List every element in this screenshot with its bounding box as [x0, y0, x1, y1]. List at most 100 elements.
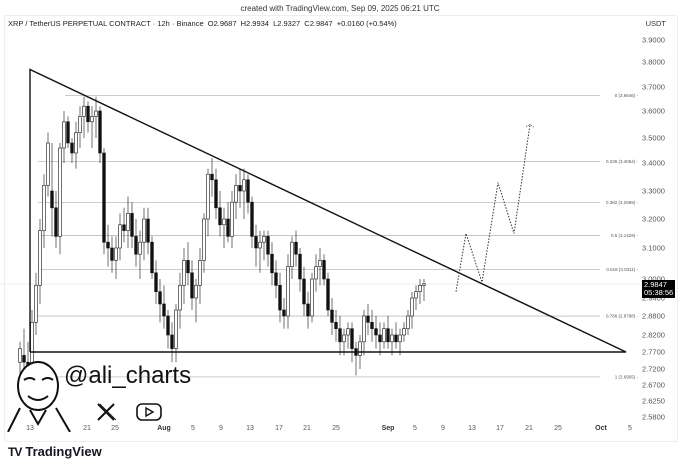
price-chart[interactable]: 0 (3.6646) - 0.236 (3.4064) - 0.382 (3.258… [0, 0, 640, 440]
bullish-candle [58, 147, 62, 237]
bullish-candle [42, 185, 46, 231]
price-tick: 3.6000 [642, 106, 665, 116]
bearish-candle [210, 173, 214, 181]
author-watermark: @ali_charts [64, 362, 191, 390]
price-tick: 2.7200 [642, 364, 665, 374]
bullish-candle [198, 260, 202, 286]
symbol-title[interactable]: XRP / TetherUS PERPETUAL CONTRACT · 12h … [8, 19, 204, 28]
time-tick: 13 [26, 425, 34, 432]
bearish-candle [374, 328, 378, 336]
bearish-candle [170, 334, 174, 349]
bullish-candle [126, 213, 130, 231]
time-tick: 21 [83, 425, 91, 432]
time-tick: 21 [525, 425, 533, 432]
last-price: 2.9847 [644, 280, 667, 289]
fib-level-label: 0.786 (2.8798) - [606, 314, 639, 319]
bullish-candle [234, 185, 238, 203]
time-tick: 25 [554, 425, 562, 432]
currency-unit[interactable]: USDT [645, 19, 666, 28]
bullish-candle [38, 230, 42, 286]
price-tick: 3.0000 [642, 274, 665, 284]
projected-path [455, 124, 531, 292]
bearish-candle [266, 236, 270, 255]
bearish-candle [130, 213, 134, 237]
bullish-candle [178, 285, 182, 311]
bullish-candle [382, 328, 386, 343]
bearish-candle [326, 278, 330, 311]
youtube-icon[interactable] [136, 402, 162, 422]
brand-name: TradingView [25, 444, 102, 459]
bearish-candle [162, 303, 166, 317]
bearish-candle [166, 315, 170, 336]
time-tick: 5 [191, 425, 195, 432]
bullish-candle [94, 110, 98, 117]
bullish-candle [258, 241, 262, 249]
bearish-candle [98, 110, 102, 154]
bearish-candle [366, 315, 370, 323]
bearish-candle [190, 272, 194, 299]
price-axis[interactable]: 3.9000 3.8000 3.7000 3.6000 3.5000 3.4000 3.30… [640, 0, 680, 440]
time-tick: 17 [496, 425, 504, 432]
bullish-candle [142, 218, 146, 243]
price-tick: 2.8200 [642, 330, 665, 340]
time-tick: 17 [275, 425, 283, 432]
bullish-candle [290, 241, 294, 267]
bearish-candle [214, 179, 218, 209]
price-tick: 3.9000 [642, 35, 665, 45]
tradingview-brand[interactable]: TV TradingView [8, 444, 102, 459]
ohlc-low: L2.9327 [273, 19, 301, 28]
time-tick: 5 [413, 425, 417, 432]
bullish-candle [346, 328, 350, 336]
ohlc-close: C2.9847 [304, 19, 333, 28]
created-caption: created with TradingView.com, Sep 09, 20… [240, 4, 440, 13]
time-tick: 25 [111, 425, 119, 432]
price-tick: 3.5000 [642, 133, 665, 143]
bullish-candle [222, 218, 226, 226]
bullish-candle [78, 116, 82, 133]
bearish-candle [54, 207, 58, 237]
price-tick: 2.6700 [642, 380, 665, 390]
bearish-candle [150, 241, 154, 274]
bullish-candle [114, 247, 118, 261]
tradingview-logo-icon: TV [8, 444, 22, 459]
bullish-candle [390, 334, 394, 343]
bearish-candle [226, 218, 230, 237]
bullish-candle [118, 224, 122, 249]
bearish-candle [66, 121, 70, 144]
projection-arrow-icon [525, 124, 535, 128]
bullish-candle [262, 236, 266, 243]
bullish-candle [90, 116, 94, 123]
time-tick: 9 [441, 425, 445, 432]
bullish-candle [310, 278, 314, 317]
bullish-candle [358, 341, 362, 356]
price-tick: 2.7700 [642, 347, 665, 357]
bearish-candle [70, 142, 74, 154]
bearish-candle [218, 207, 222, 226]
bullish-candle [82, 105, 86, 117]
symbol-legend: XRP / TetherUS PERPETUAL CONTRACT · 12h … [8, 19, 399, 28]
bearish-candle [334, 322, 338, 329]
bearish-candle [110, 247, 114, 261]
price-tick: 3.2000 [642, 214, 665, 224]
price-tick: 3.7000 [642, 82, 665, 92]
time-tick: 5 [628, 425, 632, 432]
price-tick: 3.1000 [642, 243, 665, 253]
bearish-candle [254, 236, 258, 249]
ohlc-high: H2.9934 [240, 19, 269, 28]
bearish-candle [282, 309, 286, 317]
bar-countdown: 05:38:56 [644, 288, 674, 297]
time-tick: 9 [219, 425, 223, 432]
author-handle: @ali_charts [64, 362, 192, 389]
bullish-candle [318, 260, 322, 267]
bullish-candle [422, 283, 426, 286]
bearish-candle [378, 334, 382, 343]
bullish-candle [362, 315, 366, 343]
bullish-candle [314, 266, 318, 280]
x-logo-icon[interactable] [96, 402, 116, 422]
bearish-candle [294, 241, 298, 255]
bearish-candle [134, 236, 138, 255]
bullish-candle [182, 260, 186, 286]
bearish-candle [338, 328, 342, 343]
price-tick: 2.8800 [642, 311, 665, 321]
time-tick: Oct [595, 425, 607, 432]
